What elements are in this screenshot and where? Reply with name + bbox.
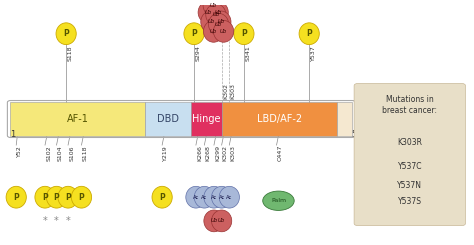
Ellipse shape (198, 1, 219, 23)
Ellipse shape (6, 186, 27, 208)
Text: Ac: Ac (219, 195, 225, 200)
Ellipse shape (152, 186, 172, 208)
Text: Ac: Ac (211, 195, 217, 200)
Ellipse shape (263, 191, 294, 210)
Ellipse shape (72, 186, 91, 208)
Text: LBD/AF-2: LBD/AF-2 (257, 114, 302, 124)
Text: K302: K302 (223, 145, 228, 161)
Text: *: * (54, 216, 59, 226)
Text: Y537N: Y537N (397, 181, 422, 190)
Text: Ub: Ub (210, 218, 218, 223)
Text: P: P (191, 29, 197, 38)
Text: Y537: Y537 (311, 46, 316, 61)
Text: Palm: Palm (271, 198, 286, 203)
Ellipse shape (184, 23, 204, 45)
Text: AF-1: AF-1 (67, 114, 89, 124)
Text: Ub: Ub (205, 10, 212, 15)
Text: Hinge: Hinge (192, 114, 220, 124)
Bar (222, 102, 337, 135)
Text: Ub: Ub (210, 3, 217, 8)
Text: P: P (306, 29, 312, 38)
Bar (145, 102, 191, 135)
Ellipse shape (56, 23, 76, 45)
Text: Ub: Ub (207, 19, 215, 24)
Text: P: P (13, 193, 19, 202)
Ellipse shape (209, 13, 228, 35)
Text: 595: 595 (351, 130, 367, 139)
Ellipse shape (35, 186, 55, 208)
Ellipse shape (203, 0, 223, 16)
Text: Ub: Ub (218, 218, 225, 223)
Text: P: P (54, 193, 59, 202)
Ellipse shape (204, 186, 224, 208)
Text: Ac: Ac (193, 195, 199, 200)
Ellipse shape (206, 4, 226, 26)
Text: 1: 1 (9, 130, 15, 139)
Text: Ub: Ub (215, 22, 222, 27)
Text: Ub: Ub (217, 19, 225, 24)
Text: P: P (63, 29, 69, 38)
Ellipse shape (234, 23, 254, 45)
Text: Y537C: Y537C (398, 162, 422, 171)
Text: Ub: Ub (215, 10, 222, 15)
Text: DBD: DBD (157, 114, 179, 124)
Text: Mutations in
breast cancer:: Mutations in breast cancer: (383, 95, 438, 115)
Ellipse shape (46, 186, 67, 208)
Text: P: P (159, 193, 165, 202)
Text: S104: S104 (58, 145, 63, 161)
Ellipse shape (194, 186, 214, 208)
Text: Y52: Y52 (18, 145, 22, 157)
Text: S341: S341 (246, 46, 250, 61)
Ellipse shape (299, 23, 319, 45)
Ellipse shape (186, 186, 206, 208)
Ellipse shape (211, 210, 232, 232)
FancyBboxPatch shape (354, 84, 465, 226)
Ellipse shape (201, 11, 221, 33)
Text: P: P (79, 193, 84, 202)
Text: S118: S118 (68, 46, 73, 61)
Text: P: P (65, 193, 71, 202)
Ellipse shape (203, 21, 224, 42)
Ellipse shape (211, 186, 232, 208)
Text: Y219: Y219 (163, 145, 168, 161)
Text: Ac: Ac (201, 195, 208, 200)
Bar (337, 102, 352, 135)
Text: S118: S118 (82, 145, 88, 160)
Text: *: * (66, 216, 71, 226)
Text: K303: K303 (230, 145, 236, 161)
Ellipse shape (208, 1, 228, 23)
Ellipse shape (213, 21, 234, 42)
Ellipse shape (211, 11, 231, 33)
Text: Y537S: Y537S (398, 197, 422, 206)
Bar (10, 102, 145, 135)
Text: S102: S102 (46, 145, 51, 161)
Ellipse shape (204, 210, 224, 232)
Text: *: * (43, 216, 47, 226)
Text: Ub: Ub (212, 12, 219, 17)
Text: C447: C447 (278, 145, 283, 161)
Text: K302: K302 (224, 83, 228, 99)
Text: K266: K266 (197, 145, 202, 161)
Text: P: P (241, 29, 247, 38)
Text: K303R: K303R (397, 138, 422, 147)
Text: S294: S294 (196, 46, 201, 61)
Text: Ub: Ub (210, 29, 217, 34)
Text: Ub: Ub (220, 29, 227, 34)
Text: K268: K268 (206, 145, 210, 161)
Bar (191, 102, 222, 135)
Ellipse shape (219, 186, 239, 208)
Text: K303: K303 (230, 83, 236, 99)
Text: P: P (42, 193, 48, 202)
Text: Ac: Ac (226, 195, 233, 200)
Text: S106: S106 (69, 145, 74, 160)
Ellipse shape (58, 186, 78, 208)
Text: K299: K299 (215, 145, 220, 161)
